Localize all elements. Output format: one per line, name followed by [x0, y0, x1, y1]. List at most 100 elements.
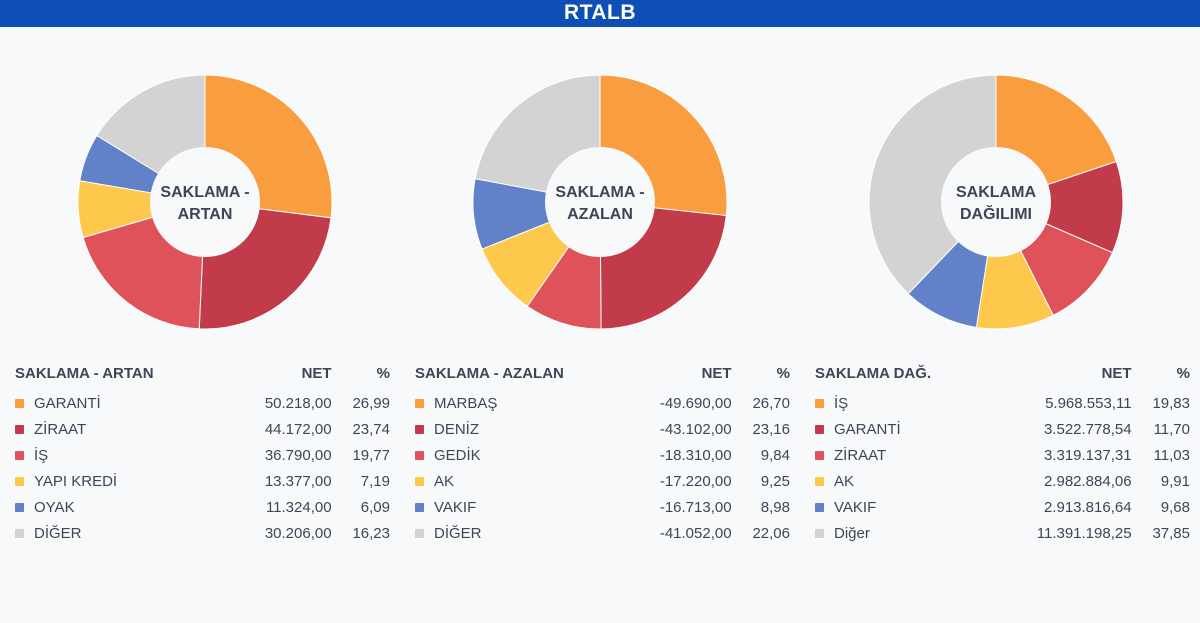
- legend-label: İŞ: [834, 394, 849, 412]
- row-pct: 23,74: [352, 420, 390, 438]
- row-name: GARANTİ: [815, 421, 1034, 438]
- row-name: DİĞER: [415, 525, 634, 542]
- row-pct: 22,06: [752, 524, 790, 542]
- page-title-bar: RTALB: [0, 0, 1200, 27]
- row-name: GEDİK: [415, 447, 634, 464]
- donut-center-label: AZALAN: [567, 206, 633, 223]
- row-net: 13.377,00: [264, 472, 332, 490]
- pie-slice-6[interactable]: [868, 74, 997, 295]
- legend-swatch: [415, 424, 424, 434]
- row-name: AK: [415, 473, 634, 490]
- row-name: ZİRAAT: [815, 447, 1034, 464]
- table-header: SAKLAMA - ARTAN NET%: [15, 362, 390, 384]
- row-name: VAKIF: [815, 499, 1034, 516]
- legend-label: YAPI KREDİ: [34, 472, 118, 490]
- donut-svg-dagilim: SAKLAMA DAĞILIMI: [868, 74, 1124, 330]
- row-net: 3.522.778,54: [1043, 420, 1132, 438]
- row-net: -43.102,00: [659, 420, 732, 438]
- donut-center-label: ARTAN: [178, 206, 233, 223]
- row-pct: 11,70: [1153, 420, 1190, 438]
- header-name: SAKLAMA - AZALAN: [415, 364, 564, 382]
- table-row: Diğer 11.391.198,25 37,85: [815, 520, 1190, 546]
- donut-hole: [941, 147, 1051, 257]
- row-net: -49.690,00: [659, 394, 732, 412]
- legend-table-dagilim: SAKLAMA DAĞ. NET% İŞ 5.968.553,11 19,83 GARAN…: [815, 362, 1190, 546]
- table-row: DENİZ -43.102,00 23,16: [415, 416, 790, 442]
- row-pct: 16,23: [352, 524, 390, 542]
- legend-swatch: [815, 476, 824, 486]
- donut-chart-artan: SAKLAMA - ARTAN: [65, 70, 345, 340]
- row-net: 30.206,00: [264, 524, 332, 542]
- table-row: OYAK 11.324,00 6,09: [15, 494, 390, 520]
- row-net: 50.218,00: [264, 394, 332, 412]
- legend-swatch: [815, 502, 824, 512]
- table-row: VAKIF 2.913.816,64 9,68: [815, 494, 1190, 520]
- legend-swatch: [15, 502, 24, 512]
- row-net: -17.220,00: [659, 472, 732, 490]
- legend-table-azalan: SAKLAMA - AZALAN NET% MARBAŞ -49.690,00 26,7…: [415, 362, 790, 546]
- row-name: Diğer: [815, 525, 1034, 542]
- donut-hole: [150, 147, 260, 257]
- table-row: VAKIF -16.713,00 8,98: [415, 494, 790, 520]
- legend-label: ZİRAAT: [34, 420, 87, 438]
- row-net: 11.391.198,25: [1036, 524, 1132, 542]
- row-name: DENİZ: [415, 421, 634, 438]
- row-name: İŞ: [15, 447, 234, 464]
- legend-label: AK: [834, 472, 855, 490]
- donut-svg-azalan: SAKLAMA - AZALAN: [472, 74, 728, 330]
- donut-center-label: DAĞILIMI: [960, 204, 1032, 223]
- row-pct: 9,91: [1160, 472, 1190, 490]
- table-header: SAKLAMA DAĞ. NET%: [815, 362, 1190, 384]
- pie-slice-2[interactable]: [994, 160, 1124, 254]
- row-name: MARBAŞ: [415, 395, 634, 412]
- legend-swatch: [415, 502, 424, 512]
- row-name: DİĞER: [15, 525, 234, 542]
- header-net: NET: [701, 364, 732, 382]
- row-name: VAKIF: [415, 499, 634, 516]
- row-pct: 8,98: [760, 498, 790, 516]
- legend-swatch: [415, 528, 424, 538]
- row-pct: 26,70: [752, 394, 790, 412]
- legend-swatch: [15, 476, 24, 486]
- table-row: DİĞER 30.206,00 16,23: [15, 520, 390, 546]
- legend-label: OYAK: [34, 498, 75, 516]
- row-pct: 26,99: [352, 394, 390, 412]
- table-row: ZİRAAT 3.319.137,31 11,03: [815, 442, 1190, 468]
- page-title: RTALB: [563, 1, 637, 24]
- table-row: GEDİK -18.310,00 9,84: [415, 442, 790, 468]
- row-pct: 6,09: [360, 498, 390, 516]
- legend-label: Diğer: [834, 524, 870, 542]
- row-net: 3.319.137,31: [1043, 446, 1132, 464]
- legend-swatch: [415, 476, 424, 486]
- row-net: -18.310,00: [659, 446, 732, 464]
- donut-hole: [545, 147, 655, 257]
- table-row: AK 2.982.884,06 9,91: [815, 468, 1190, 494]
- legend-swatch: [15, 424, 24, 434]
- donut-chart-dagilim: SAKLAMA DAĞILIMI: [856, 70, 1136, 340]
- legend-swatch: [415, 450, 424, 460]
- row-net: 2.982.884,06: [1043, 472, 1132, 490]
- row-net: -41.052,00: [659, 524, 732, 542]
- legend-label: İŞ: [34, 446, 49, 464]
- header-pct: %: [1176, 364, 1190, 382]
- row-name: GARANTİ: [15, 395, 234, 412]
- legend-swatch: [415, 398, 424, 408]
- row-net: -16.713,00: [659, 498, 732, 516]
- donut-center-label: SAKLAMA: [956, 184, 1036, 201]
- row-net: 44.172,00: [264, 420, 332, 438]
- header-net: NET: [301, 364, 332, 382]
- legend-label: VAKIF: [834, 498, 877, 516]
- legend-label: GEDİK: [434, 446, 481, 464]
- header-pct: %: [776, 364, 790, 382]
- row-pct: 37,85: [1152, 524, 1190, 542]
- table-row: ZİRAAT 44.172,00 23,74: [15, 416, 390, 442]
- legend-label: VAKIF: [434, 498, 477, 516]
- row-pct: 19,83: [1152, 394, 1190, 412]
- row-pct: 9,68: [1160, 498, 1190, 516]
- legend-swatch: [815, 424, 824, 434]
- legend-swatch: [15, 398, 24, 408]
- row-pct: 23,16: [752, 420, 790, 438]
- table-row: AK -17.220,00 9,25: [415, 468, 790, 494]
- row-net: 2.913.816,64: [1043, 498, 1132, 516]
- row-pct: 19,77: [352, 446, 390, 464]
